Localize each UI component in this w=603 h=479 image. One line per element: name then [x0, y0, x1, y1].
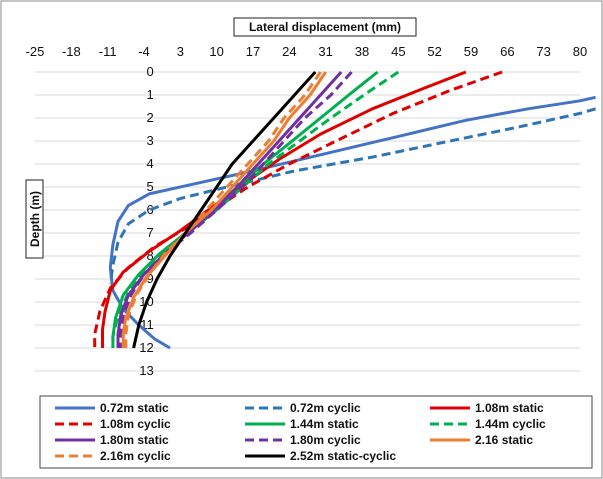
legend-label: 2.16m cyclic	[100, 449, 171, 463]
x-tick-labels: -25 -18 -11 -4 3 10 17 24 31 38 45 52 59 66 73 80	[26, 44, 588, 59]
x-tick-label: 80	[573, 44, 587, 59]
legend-label: 2.16 static	[475, 433, 533, 447]
legend-label: 1.80m static	[100, 433, 169, 447]
x-tick-label: 73	[536, 44, 550, 59]
series-line	[108, 95, 596, 350]
legend-box	[39, 395, 593, 469]
y-tick-label: 12	[139, 340, 153, 355]
legend: 0.72m static 0.72m cyclic 1.08m static 1.08…	[55, 401, 546, 463]
series-line	[119, 70, 353, 348]
x-axis-title-box: Lateral displacement (mm)	[233, 17, 417, 37]
y-tick-label: 2	[147, 110, 154, 125]
y-tick-label: 0	[147, 64, 154, 79]
y-tick-label: 5	[147, 179, 154, 194]
x-tick-label: 45	[391, 44, 405, 59]
legend-label: 1.80m cyclic	[290, 433, 361, 447]
y-tick-label: 8	[147, 248, 154, 263]
legend-label: 1.08m cyclic	[100, 417, 171, 431]
y-tick-label: 13	[139, 363, 153, 378]
series-line	[121, 71, 327, 348]
x-tick-label: -25	[26, 44, 45, 59]
series-line	[108, 107, 597, 284]
x-tick-label: -4	[138, 44, 150, 59]
y-tick-label: 4	[147, 156, 154, 171]
x-tick-label: -11	[99, 44, 117, 59]
legend-label: 0.72m cyclic	[290, 401, 361, 415]
y-tick-label: 1	[147, 87, 154, 102]
legend-label: 1.44m static	[290, 417, 359, 431]
x-tick-label: -18	[62, 44, 81, 59]
x-tick-label: 17	[246, 44, 260, 59]
x-tick-label: 24	[282, 44, 296, 59]
series-line	[132, 70, 317, 349]
legend-label: 1.44m cyclic	[475, 417, 546, 431]
y-tick-label: 3	[147, 133, 154, 148]
x-tick-label: 3	[177, 44, 184, 59]
series-line	[93, 70, 503, 348]
x-tick-label: 31	[318, 44, 332, 59]
series-lines	[93, 70, 597, 350]
legend-label: 0.72m static	[100, 401, 169, 415]
y-tick-label: 6	[147, 202, 154, 217]
x-tick-label: 10	[209, 44, 223, 59]
series-line	[124, 71, 322, 348]
x-tick-label: 52	[427, 44, 441, 59]
series-line	[116, 70, 343, 348]
y-tick-label: 9	[147, 271, 154, 286]
legend-label: 1.08m static	[475, 401, 544, 415]
x-axis-title: Lateral displacement (mm)	[249, 20, 401, 34]
x-tick-label: 38	[355, 44, 369, 59]
x-tick-label: 59	[464, 44, 478, 59]
y-axis-title-box: Depth (m)	[25, 179, 44, 259]
y-tick-label: 7	[147, 225, 154, 240]
legend-label: 2.52m static-cyclic	[290, 449, 396, 463]
y-axis-title: Depth (m)	[28, 191, 42, 247]
x-tick-label: 66	[500, 44, 514, 59]
